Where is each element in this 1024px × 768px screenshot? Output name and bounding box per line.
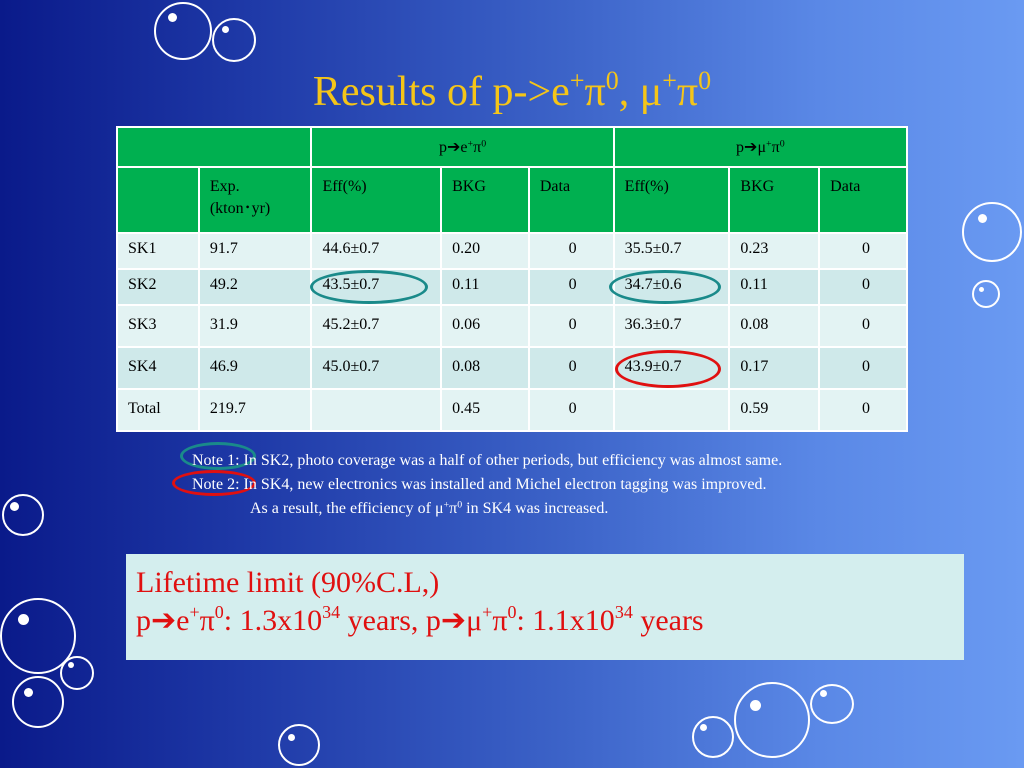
cell-bkg2: 0.23 <box>728 232 821 270</box>
highlight-oval-note2 <box>172 470 256 496</box>
bubble-highlight <box>978 214 987 223</box>
cell-eff1: 45.2±0.7 <box>310 304 443 348</box>
bubble-highlight <box>222 26 229 33</box>
bubble-decoration <box>962 202 1022 262</box>
header-exposure: Exp. (kton･yr) <box>197 166 313 234</box>
bubble-highlight <box>820 690 827 697</box>
cell-data1: 0 <box>527 388 615 432</box>
bubble-highlight <box>979 287 984 292</box>
bubble-decoration <box>972 280 1000 308</box>
bubble-decoration <box>12 676 64 728</box>
notes-block: Note 1: In SK2, photo coverage was a hal… <box>192 449 782 521</box>
results-table: p➔e+π0 p➔μ+π0 Exp. (kton･yr) Eff(%) BKG D… <box>115 126 909 432</box>
cell-bkg1: 0.06 <box>440 304 530 348</box>
cell-data2: 0 <box>818 388 908 432</box>
cell-data2: 0 <box>818 346 908 390</box>
cell-eff1: 45.0±0.7 <box>310 346 443 390</box>
cell-exposure: 46.9 <box>197 346 313 390</box>
cell-eff1 <box>310 388 443 432</box>
table-row: SK2 49.2 43.5±0.7 0.11 0 34.7±0.6 0.11 0 <box>116 268 908 306</box>
cell-data2: 0 <box>818 268 908 306</box>
header-mode-e-pi0: p➔e+π0 <box>310 126 615 168</box>
highlight-oval-sk2-e-eff <box>310 270 428 304</box>
cell-exposure: 31.9 <box>197 304 313 348</box>
note-3: As a result, the efficiency of μ+π0 in S… <box>250 499 609 517</box>
cell-bkg2: 0.11 <box>728 268 821 306</box>
cell-exposure: 49.2 <box>197 268 313 306</box>
table-row: SK4 46.9 45.0±0.7 0.08 0 43.9±0.7 0.17 0 <box>116 346 908 390</box>
cell-exposure: 91.7 <box>197 232 313 270</box>
lifetime-limit-box: Lifetime limit (90%C.L,) p➔e+π0: 1.3x103… <box>126 554 964 660</box>
cell-bkg1: 0.45 <box>440 388 530 432</box>
header-corner <box>115 126 313 168</box>
cell-eff2: 35.5±0.7 <box>612 232 731 270</box>
slide-title: Results of p->e+π0, μ+π0 <box>312 66 712 116</box>
highlight-oval-sk2-mu-eff <box>609 270 721 304</box>
lifetime-values: p➔e+π0: 1.3x1034 years, p➔μ+π0: 1.1x1034… <box>136 602 704 637</box>
header-eff2: Eff(%) <box>612 166 731 234</box>
bubble-highlight <box>18 614 29 625</box>
bubble-decoration <box>692 716 734 758</box>
table-row-total: Total 219.7 0.45 0 0.59 0 <box>116 388 908 432</box>
bubble-highlight <box>10 502 19 511</box>
header-bkg1: BKG <box>440 166 530 234</box>
table-row: SK3 31.9 45.2±0.7 0.06 0 36.3±0.7 0.08 0 <box>116 304 908 348</box>
bubble-highlight <box>68 662 74 668</box>
cell-data1: 0 <box>527 304 615 348</box>
cell-data2: 0 <box>818 232 908 270</box>
cell-period: SK1 <box>116 232 200 270</box>
header-eff1: Eff(%) <box>310 166 443 234</box>
highlight-oval-sk4-mu-eff <box>615 350 721 388</box>
note-1: Note 1: In SK2, photo coverage was a hal… <box>192 452 783 469</box>
table-header-modes: p➔e+π0 p➔μ+π0 <box>115 126 909 168</box>
note-2: Note 2: In SK4, new electronics was inst… <box>192 476 767 493</box>
bubble-decoration <box>212 18 256 62</box>
cell-eff2: 36.3±0.7 <box>612 304 731 348</box>
cell-period: Total <box>116 388 200 432</box>
cell-data1: 0 <box>527 232 615 270</box>
highlight-oval-note1 <box>180 442 256 470</box>
bubble-highlight <box>288 734 295 741</box>
header-mode-mu-pi0: p➔μ+π0 <box>612 126 909 168</box>
bubble-decoration <box>0 598 76 674</box>
cell-bkg2: 0.17 <box>728 346 821 390</box>
cell-exposure: 219.7 <box>197 388 313 432</box>
bubble-decoration <box>60 656 94 690</box>
bubble-highlight <box>168 13 177 22</box>
cell-eff2 <box>612 388 731 432</box>
cell-bkg1: 0.20 <box>440 232 530 270</box>
cell-data1: 0 <box>527 346 615 390</box>
cell-period: SK4 <box>116 346 200 390</box>
table-header-columns: Exp. (kton･yr) Eff(%) BKG Data Eff(%) BKG… <box>116 166 908 234</box>
header-bkg2: BKG <box>728 166 821 234</box>
bubble-decoration <box>154 2 212 60</box>
cell-eff1: 44.6±0.7 <box>310 232 443 270</box>
bubble-decoration <box>278 724 320 766</box>
bubble-highlight <box>750 700 761 711</box>
cell-period: SK3 <box>116 304 200 348</box>
cell-bkg2: 0.08 <box>728 304 821 348</box>
table-row: SK1 91.7 44.6±0.7 0.20 0 35.5±0.7 0.23 0 <box>116 232 908 270</box>
cell-bkg2: 0.59 <box>728 388 821 432</box>
header-period <box>116 166 200 234</box>
cell-data1: 0 <box>527 268 615 306</box>
header-data1: Data <box>527 166 615 234</box>
bubble-decoration <box>2 494 44 536</box>
cell-bkg1: 0.08 <box>440 346 530 390</box>
cell-period: SK2 <box>116 268 200 306</box>
header-data2: Data <box>818 166 908 234</box>
cell-bkg1: 0.11 <box>440 268 530 306</box>
lifetime-heading: Lifetime limit (90%C.L,) <box>136 566 440 599</box>
bubble-highlight <box>700 724 707 731</box>
cell-data2: 0 <box>818 304 908 348</box>
bubble-decoration <box>810 684 854 724</box>
bubble-decoration <box>734 682 810 758</box>
bubble-highlight <box>24 688 33 697</box>
